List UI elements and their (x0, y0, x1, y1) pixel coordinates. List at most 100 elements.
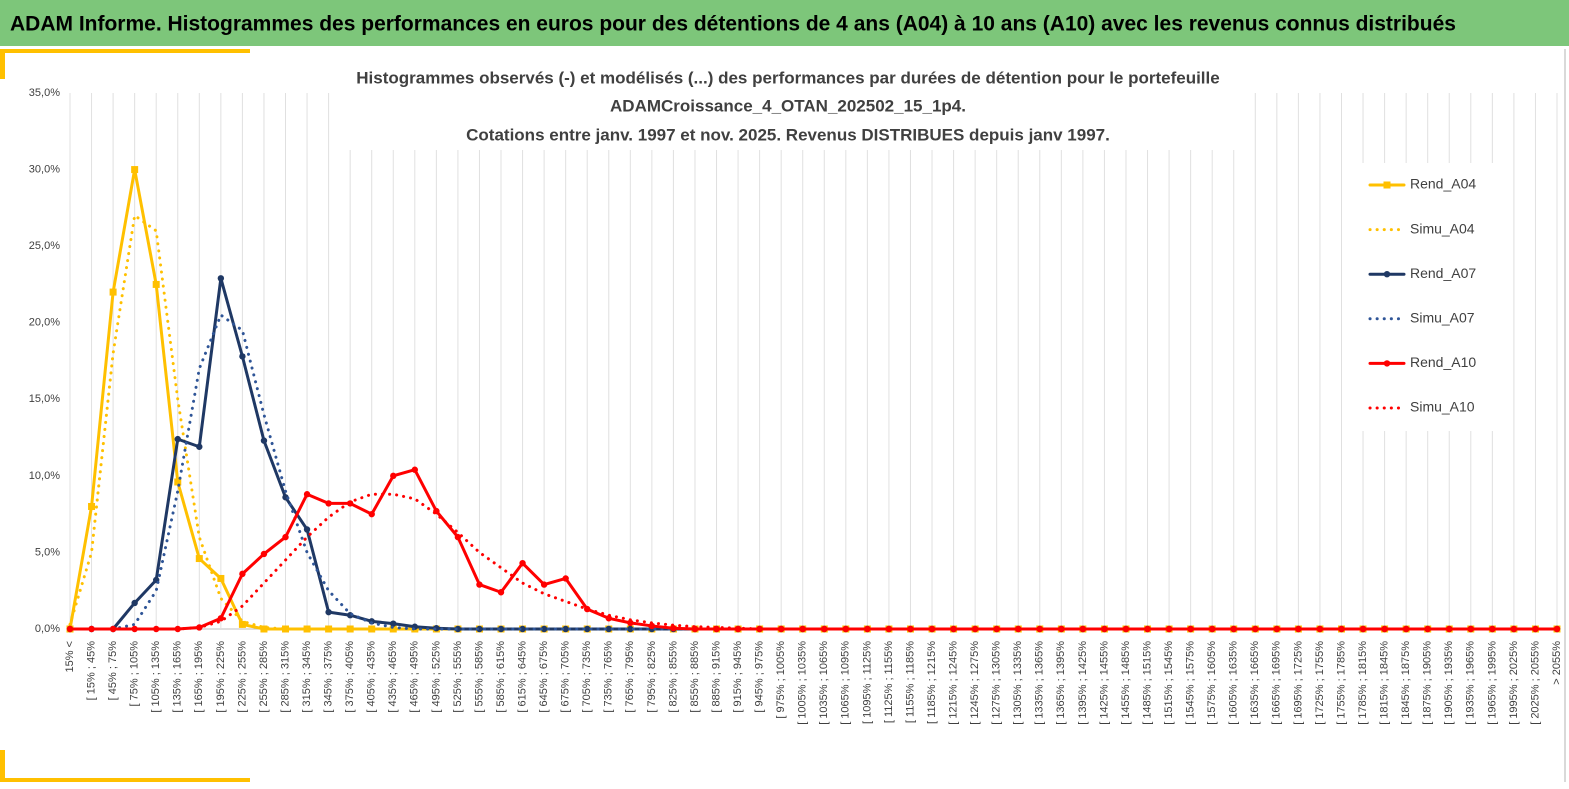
marker (152, 280, 160, 288)
x-tick-label: [ 1815% ; 1845% (1379, 641, 1391, 725)
x-tick-label: [ 675% ; 705% (560, 641, 572, 713)
x-tick-label: [ 1395% ; 1425% (1077, 641, 1089, 725)
marker (907, 625, 914, 633)
legend-label: Rend_A07 (1410, 265, 1476, 281)
legend-marker (1383, 360, 1391, 367)
x-tick-label: [ 1275% ; 1305% (991, 641, 1003, 725)
marker (282, 625, 290, 633)
x-tick-label: [ 495% ; 525% (430, 641, 442, 713)
marker (238, 620, 246, 628)
x-tick-label: [ 1245% ; 1275% (969, 641, 981, 725)
x-tick-label: [ 525% ; 555% (452, 641, 464, 713)
header-title: ADAM Informe. Histogrammes des performan… (10, 13, 1456, 36)
x-tick-label: [ 15% ; 45% (85, 641, 97, 701)
marker (519, 625, 526, 633)
marker (260, 437, 268, 444)
legend-marker (1383, 271, 1391, 278)
accent (0, 49, 5, 79)
marker (1489, 625, 1496, 633)
x-tick-label: > 2055% (1551, 641, 1563, 685)
x-tick-label: [ 1635% ; 1665% (1249, 641, 1261, 725)
x-tick-label: [ 1665% ; 1695% (1271, 641, 1283, 725)
marker (1510, 625, 1518, 633)
x-tick-label: [ 1125% ; 1155% (883, 641, 895, 723)
accent (0, 778, 250, 782)
marker (670, 625, 677, 632)
x-tick-label: [ 75% ; 105% (129, 641, 141, 707)
x-tick-label: [ 405% ; 435% (366, 641, 378, 713)
marker (217, 615, 225, 622)
marker (1015, 625, 1022, 633)
x-tick-label: [ 1845% ; 1875% (1400, 641, 1412, 725)
marker (476, 625, 483, 633)
x-tick-label: [ 1005% ; 1035% (797, 641, 809, 725)
x-tick-label: [ 45% ; 75% (107, 641, 119, 701)
y-tick-label: 20,0% (29, 317, 60, 329)
x-tick-label: [ 1875% ; 1905% (1422, 641, 1434, 725)
marker (562, 575, 569, 582)
marker (950, 625, 957, 633)
x-tick-label: [ 315% ; 345% (301, 641, 313, 713)
marker (605, 615, 612, 622)
marker (885, 625, 893, 633)
x-tick-label: [ 435% ; 465% (387, 641, 399, 713)
marker (540, 625, 548, 633)
marker (260, 625, 268, 633)
x-tick-label: [ 135% ; 165% (172, 641, 184, 713)
marker (1532, 625, 1539, 633)
marker (131, 599, 138, 607)
marker (476, 581, 483, 588)
x-tick-label: [ 465% ; 495% (409, 641, 421, 713)
x-tick-label: [ 165% ; 195% (193, 641, 205, 713)
x-tick-label: [ 1485% ; 1515% (1141, 641, 1153, 725)
marker (1036, 625, 1043, 633)
y-tick-label: 35,0% (29, 87, 60, 99)
marker (1402, 625, 1410, 633)
legend-label: Rend_A10 (1410, 354, 1476, 370)
x-tick-label: [ 555% ; 585% (473, 641, 485, 713)
marker (1446, 625, 1453, 633)
y-tick-label: 5,0% (35, 546, 60, 558)
legend-label: Simu_A04 (1410, 220, 1475, 236)
x-tick-label: [ 345% ; 375% (323, 641, 335, 713)
marker (454, 625, 462, 633)
title-bg (330, 64, 1246, 150)
x-tick-label: [ 915% ; 945% (732, 641, 744, 713)
marker (303, 491, 311, 498)
marker (540, 581, 548, 588)
x-tick-label: [ 765% ; 795% (624, 641, 636, 713)
marker (1058, 625, 1065, 633)
marker (239, 353, 246, 360)
marker (217, 574, 225, 582)
x-tick-label: [ 1335% ; 1365% (1034, 641, 1046, 725)
marker (993, 625, 1000, 633)
x-tick-label: [ 825% ; 855% (667, 641, 679, 713)
marker (260, 550, 268, 558)
x-tick-label: [ 1155% ; 1185% (904, 641, 916, 723)
header-bar (0, 0, 1569, 46)
x-tick-label: [ 1185% ; 1215% (926, 641, 938, 724)
x-tick-label: [ 1305% ; 1335% (1012, 641, 1024, 725)
marker (303, 625, 311, 633)
x-tick-label: [ 885% ; 915% (710, 641, 722, 713)
y-tick-label: 10,0% (29, 470, 60, 482)
marker (325, 608, 332, 616)
y-tick-label: 30,0% (29, 163, 60, 175)
marker (497, 589, 505, 596)
marker (864, 625, 871, 633)
marker (390, 472, 397, 480)
marker (195, 555, 203, 563)
x-tick-label: [ 285% ; 315% (279, 641, 291, 713)
x-tick-label: [ 2025% ; 2055% (1529, 641, 1541, 725)
marker (821, 625, 828, 633)
legend-label: Simu_A10 (1410, 399, 1475, 415)
marker (1381, 625, 1388, 633)
x-tick-label: [ 615% ; 645% (516, 641, 528, 713)
x-tick-label: [ 1575% ; 1605% (1206, 641, 1218, 725)
x-tick-label: 15% < (64, 641, 76, 673)
chart-title: ADAMCroissance_4_OTAN_202502_15_1p4. (610, 96, 966, 115)
marker (1359, 625, 1367, 633)
marker (88, 502, 96, 510)
series-line (68, 492, 1559, 631)
x-tick-label: [ 105% ; 135% (150, 641, 162, 713)
